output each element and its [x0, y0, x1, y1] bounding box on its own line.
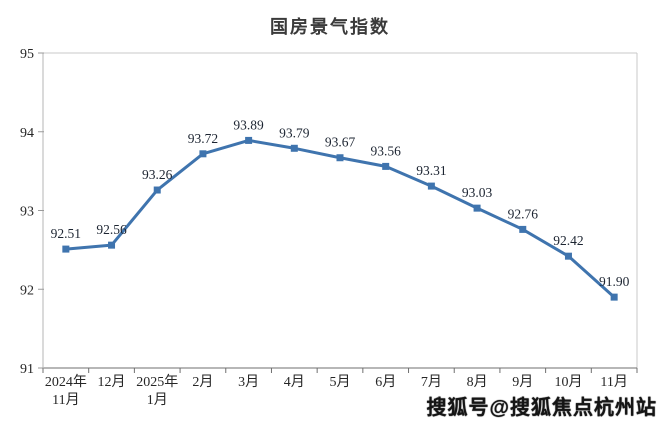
x-axis-tick-label: 8月	[467, 374, 488, 390]
x-axis-tick-label: 12月	[98, 374, 126, 390]
data-point-label: 92.51	[51, 226, 81, 241]
x-axis-tick-label: 1月	[147, 392, 168, 408]
data-point-label: 93.26	[142, 167, 173, 182]
x-axis-tick-label: 2月	[192, 374, 213, 390]
data-point-marker	[336, 154, 344, 162]
x-axis-tick-label: 6月	[375, 374, 396, 390]
data-point-label: 93.79	[279, 125, 310, 140]
data-point-marker	[427, 182, 435, 190]
data-point-label: 93.56	[371, 143, 402, 158]
data-point-marker	[245, 136, 253, 144]
data-point-label: 93.67	[325, 135, 356, 150]
data-point-label: 93.72	[188, 131, 218, 146]
data-point-label: 93.89	[233, 117, 264, 132]
data-point-marker	[382, 162, 390, 170]
chart-title: 国房景气指数	[270, 17, 390, 37]
watermark-text: 搜狐号@搜狐焦点杭州站	[426, 397, 657, 419]
data-point-marker	[62, 245, 70, 253]
data-point-marker	[473, 204, 481, 212]
data-point-marker	[199, 150, 207, 158]
x-axis-tick-label: 10月	[554, 374, 582, 390]
x-axis-tick-label: 5月	[330, 374, 351, 390]
x-axis-tick-label: 2024年	[45, 374, 87, 390]
data-point-label: 92.42	[553, 233, 583, 248]
y-axis-tick-label: 92	[20, 283, 34, 298]
data-point-marker	[108, 241, 116, 249]
y-axis-tick-label: 93	[20, 205, 34, 220]
x-axis-tick-label: 11月	[52, 392, 79, 408]
data-point-marker	[519, 225, 527, 233]
data-point-label: 92.76	[508, 206, 539, 221]
x-axis-tick-label: 9月	[512, 374, 533, 390]
y-axis-tick-label: 95	[20, 47, 34, 62]
data-point-marker	[153, 186, 161, 194]
data-point-label: 92.56	[96, 222, 127, 237]
data-point-marker	[610, 293, 618, 301]
x-axis-tick-label: 7月	[421, 374, 442, 390]
data-point-marker	[290, 144, 298, 152]
x-axis-tick-label: 3月	[238, 374, 259, 390]
x-axis-tick-label: 4月	[284, 374, 305, 390]
data-point-label: 93.03	[462, 185, 493, 200]
data-point-label: 93.31	[416, 163, 446, 178]
data-point-marker	[564, 252, 572, 260]
y-axis-tick-label: 91	[20, 362, 34, 377]
x-axis-tick-label: 11月	[600, 374, 627, 390]
y-axis-tick-label: 94	[20, 126, 34, 141]
data-point-label: 91.90	[599, 274, 630, 289]
x-axis-tick-label: 2025年	[136, 374, 178, 390]
